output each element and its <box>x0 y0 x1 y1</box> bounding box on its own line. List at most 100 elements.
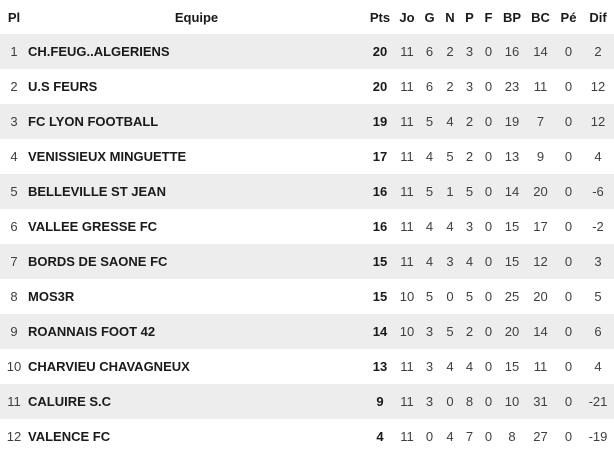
cell-f: 0 <box>479 34 498 69</box>
cell-p: 4 <box>460 349 479 384</box>
cell-bc: 14 <box>526 314 555 349</box>
cell-bp: 16 <box>498 34 526 69</box>
col-header-draws: N <box>440 0 460 34</box>
cell-pts: 20 <box>365 34 395 69</box>
cell-equipe: BORDS DE SAONE FC <box>28 244 365 279</box>
cell-pl: 12 <box>0 419 28 454</box>
cell-pts: 9 <box>365 384 395 419</box>
cell-p: 3 <box>460 69 479 104</box>
table-header: Pl Equipe Pts Jo G N P F BP BC Pé Dif <box>0 0 614 34</box>
cell-dif: 4 <box>582 139 614 174</box>
cell-f: 0 <box>479 419 498 454</box>
cell-bc: 7 <box>526 104 555 139</box>
cell-n: 2 <box>440 34 460 69</box>
cell-jo: 11 <box>395 244 419 279</box>
cell-n: 4 <box>440 209 460 244</box>
cell-jo: 11 <box>395 34 419 69</box>
cell-p: 2 <box>460 139 479 174</box>
cell-p: 5 <box>460 174 479 209</box>
cell-dif: 6 <box>582 314 614 349</box>
cell-g: 0 <box>419 419 440 454</box>
cell-dif: 12 <box>582 69 614 104</box>
cell-n: 5 <box>440 314 460 349</box>
cell-pts: 15 <box>365 244 395 279</box>
cell-p: 2 <box>460 314 479 349</box>
cell-pe: 0 <box>555 279 582 314</box>
cell-bc: 12 <box>526 244 555 279</box>
cell-pts: 20 <box>365 69 395 104</box>
cell-g: 4 <box>419 209 440 244</box>
cell-equipe: CALUIRE S.C <box>28 384 365 419</box>
table-row: 2 U.S FEURS 20 11 6 2 3 0 23 11 0 12 <box>0 69 614 104</box>
cell-dif: 2 <box>582 34 614 69</box>
cell-n: 1 <box>440 174 460 209</box>
cell-jo: 11 <box>395 209 419 244</box>
cell-pl: 2 <box>0 69 28 104</box>
cell-equipe: CH.FEUG..ALGERIENS <box>28 34 365 69</box>
cell-dif: -2 <box>582 209 614 244</box>
table-row: 9 ROANNAIS FOOT 42 14 10 3 5 2 0 20 14 0 6 <box>0 314 614 349</box>
cell-pe: 0 <box>555 139 582 174</box>
cell-bc: 31 <box>526 384 555 419</box>
cell-n: 4 <box>440 104 460 139</box>
cell-g: 5 <box>419 104 440 139</box>
col-header-goal-diff: Dif <box>582 0 614 34</box>
cell-jo: 10 <box>395 314 419 349</box>
cell-f: 0 <box>479 384 498 419</box>
cell-pe: 0 <box>555 314 582 349</box>
cell-pl: 6 <box>0 209 28 244</box>
cell-g: 4 <box>419 139 440 174</box>
cell-pe: 0 <box>555 384 582 419</box>
cell-pts: 4 <box>365 419 395 454</box>
cell-n: 4 <box>440 349 460 384</box>
table-body: 1 CH.FEUG..ALGERIENS 20 11 6 2 3 0 16 14 0 2 2 U.S FE… <box>0 34 614 454</box>
cell-bp: 20 <box>498 314 526 349</box>
cell-p: 5 <box>460 279 479 314</box>
cell-f: 0 <box>479 139 498 174</box>
cell-bc: 20 <box>526 174 555 209</box>
cell-pe: 0 <box>555 69 582 104</box>
table-row: 6 VALLEE GRESSE FC 16 11 4 4 3 0 15 17 0 -2 <box>0 209 614 244</box>
cell-bc: 14 <box>526 34 555 69</box>
cell-bc: 11 <box>526 349 555 384</box>
cell-p: 3 <box>460 34 479 69</box>
cell-pe: 0 <box>555 244 582 279</box>
col-header-points: Pts <box>365 0 395 34</box>
cell-g: 6 <box>419 69 440 104</box>
cell-pl: 7 <box>0 244 28 279</box>
cell-bp: 19 <box>498 104 526 139</box>
cell-bc: 17 <box>526 209 555 244</box>
cell-pl: 3 <box>0 104 28 139</box>
cell-pts: 14 <box>365 314 395 349</box>
cell-equipe: VALENCE FC <box>28 419 365 454</box>
cell-equipe: ROANNAIS FOOT 42 <box>28 314 365 349</box>
header-row: Pl Equipe Pts Jo G N P F BP BC Pé Dif <box>0 0 614 34</box>
cell-bp: 8 <box>498 419 526 454</box>
col-header-place: Pl <box>0 0 28 34</box>
cell-equipe: FC LYON FOOTBALL <box>28 104 365 139</box>
cell-bc: 20 <box>526 279 555 314</box>
cell-p: 2 <box>460 104 479 139</box>
cell-f: 0 <box>479 279 498 314</box>
cell-bp: 15 <box>498 349 526 384</box>
col-header-team: Equipe <box>28 0 365 34</box>
cell-pts: 13 <box>365 349 395 384</box>
cell-jo: 11 <box>395 419 419 454</box>
cell-bp: 15 <box>498 209 526 244</box>
cell-pts: 16 <box>365 209 395 244</box>
cell-p: 7 <box>460 419 479 454</box>
table-row: 8 MOS3R 15 10 5 0 5 0 25 20 0 5 <box>0 279 614 314</box>
cell-pts: 15 <box>365 279 395 314</box>
cell-jo: 10 <box>395 279 419 314</box>
cell-equipe: U.S FEURS <box>28 69 365 104</box>
cell-g: 3 <box>419 314 440 349</box>
cell-bp: 13 <box>498 139 526 174</box>
cell-bp: 23 <box>498 69 526 104</box>
cell-n: 0 <box>440 279 460 314</box>
cell-pl: 4 <box>0 139 28 174</box>
cell-equipe: CHARVIEU CHAVAGNEUX <box>28 349 365 384</box>
cell-jo: 11 <box>395 349 419 384</box>
cell-jo: 11 <box>395 104 419 139</box>
cell-pe: 0 <box>555 349 582 384</box>
